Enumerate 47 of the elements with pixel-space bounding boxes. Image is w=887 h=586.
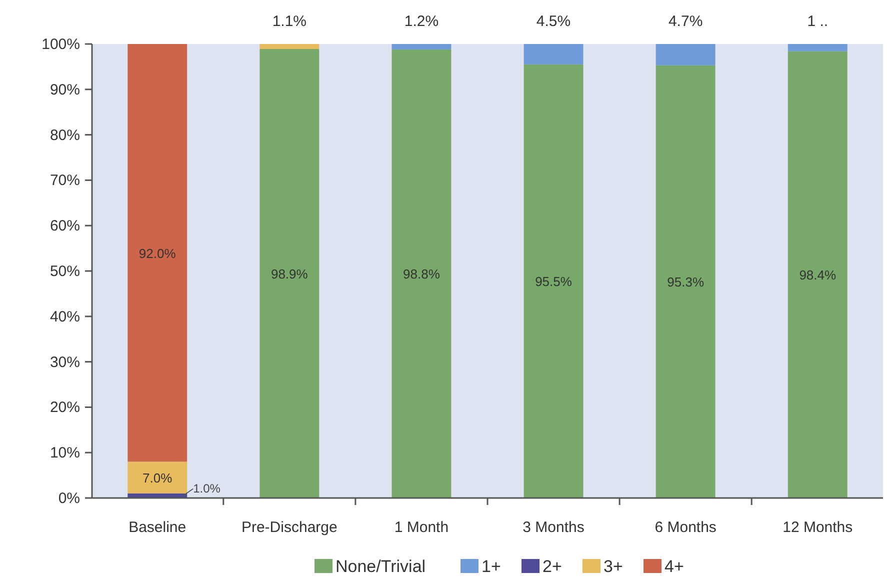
y-tick-label: 100%: [42, 36, 80, 53]
x-tick-label: 1 Month: [394, 519, 449, 536]
data-label: 98.4%: [799, 268, 836, 283]
y-tick-label: 60%: [50, 218, 80, 235]
x-tick-label: 3 Months: [522, 519, 584, 536]
bar: [260, 48, 320, 498]
data-label: 4.7%: [668, 13, 703, 30]
y-tick-label: 30%: [50, 354, 80, 371]
data-label: 7.0%: [142, 470, 173, 486]
bar: [524, 64, 584, 498]
legend-label: 3+: [604, 557, 623, 576]
legend-label: 2+: [542, 557, 562, 576]
data-label: 1.1%: [272, 13, 307, 30]
bar: [392, 49, 452, 498]
legend-label: 1+: [482, 557, 501, 576]
bar: [656, 65, 716, 498]
data-label: 98.8%: [403, 266, 440, 282]
y-tick-label: 10%: [50, 444, 80, 462]
data-label: 95.3%: [667, 274, 704, 290]
annotation: 1 ..: [807, 13, 828, 30]
bar: [524, 44, 584, 64]
y-tick-label: 90%: [50, 81, 80, 98]
bar: [788, 51, 848, 498]
legend-label: None/Trivial: [336, 557, 426, 576]
x-tick-label: Baseline: [128, 519, 186, 536]
bar: [788, 44, 848, 52]
legend-label: 4+: [664, 557, 684, 576]
data-label: 4.5%: [536, 13, 571, 30]
bar: [260, 44, 320, 49]
bar: [128, 44, 188, 462]
y-tick-label: 0%: [58, 490, 80, 507]
y-tick-label: 20%: [50, 399, 80, 416]
data-label: 1.0%: [193, 482, 221, 496]
x-tick-label: 12 Months: [782, 519, 853, 536]
data-label: 95.5%: [535, 274, 572, 290]
y-tick-label: 40%: [50, 308, 80, 326]
bar: [392, 44, 452, 50]
data-label: 92.0%: [138, 246, 176, 261]
bar: [656, 44, 716, 66]
data-label: 1.2%: [404, 13, 439, 30]
y-tick-label: 70%: [50, 172, 80, 190]
x-tick-label: Pre-Discharge: [241, 519, 338, 536]
x-tick-label: 6 Months: [654, 519, 716, 536]
data-label: 98.9%: [270, 266, 308, 282]
bar: [128, 462, 188, 494]
y-tick-label: 80%: [50, 126, 80, 144]
y-tick-label: 50%: [50, 263, 80, 280]
